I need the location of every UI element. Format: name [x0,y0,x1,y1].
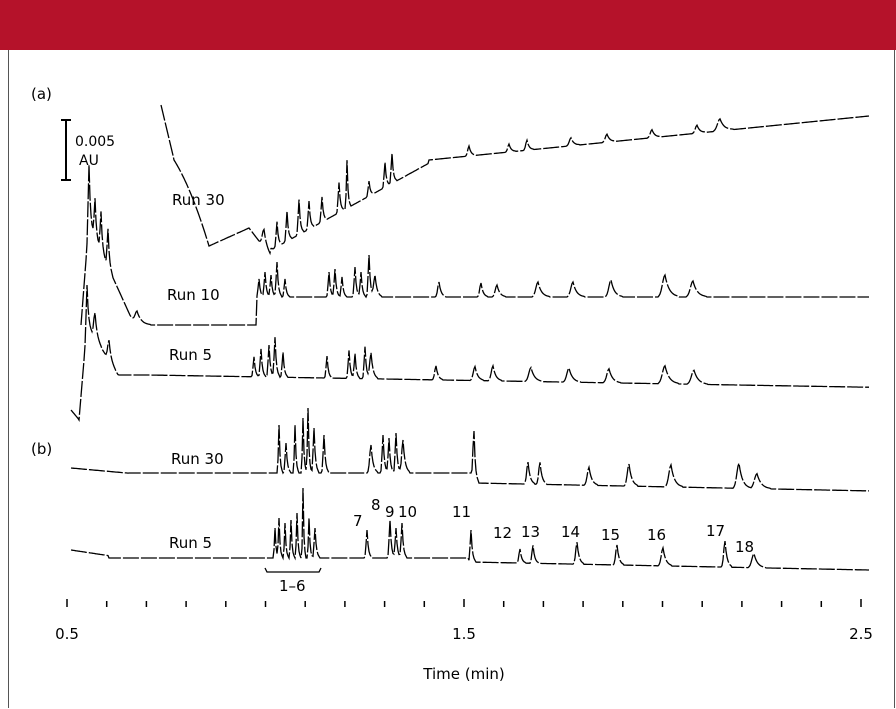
peak-label-13: 13 [521,523,540,541]
panel-a-label: (a) [31,85,52,103]
peak-label-12: 12 [493,524,512,542]
peak-label-8: 8 [371,496,381,514]
peak-label-18: 18 [735,538,754,556]
series-label-a-run10: Run 10 [167,286,220,304]
header-bar [0,0,896,50]
peak-label-14: 14 [561,523,580,541]
peak-labels: 1–6 7 8 9 10 11 12 13 14 15 16 17 18 [264,496,754,595]
trace-b-run5 [70,487,869,571]
peak-label-17: 17 [706,522,725,540]
series-label-b-run5: Run 5 [169,534,212,552]
peak-label-11: 11 [452,503,471,521]
trace-a-run10 [80,164,869,326]
peak-bracket-1-6 [264,567,322,573]
scale-bar: 0.005 AU [61,119,115,181]
x-axis-title: Time (min) [422,665,504,683]
series-label-a-run5: Run 5 [169,346,212,364]
x-tick-label-0.5: 0.5 [55,625,79,643]
peak-label-1-6: 1–6 [279,577,306,595]
trace-a-run5 [70,284,869,423]
x-tick-label-2.5: 2.5 [849,625,873,643]
figure-frame: (a) (b) 0.005 AU Run 30 Run 10 Run 5 Run… [8,50,895,708]
chromatogram-chart: (a) (b) 0.005 AU Run 30 Run 10 Run 5 Run… [31,85,873,683]
series-label-a-run30: Run 30 [172,191,225,209]
peak-label-16: 16 [647,526,666,544]
panel-b-label: (b) [31,440,52,458]
x-axis: 0.5 1.5 2.5 Time (min) [55,599,873,683]
scale-bar-unit: AU [79,153,99,169]
x-tick-label-1.5: 1.5 [452,625,476,643]
trace-b-run30 [70,407,869,492]
series-label-b-run30: Run 30 [171,450,224,468]
peak-label-15: 15 [601,526,620,544]
trace-a-run30 [160,104,870,256]
peak-label-9: 9 [385,503,395,521]
peak-label-10: 10 [398,503,417,521]
scale-bar-value: 0.005 [75,134,115,150]
peak-label-7: 7 [353,512,363,530]
